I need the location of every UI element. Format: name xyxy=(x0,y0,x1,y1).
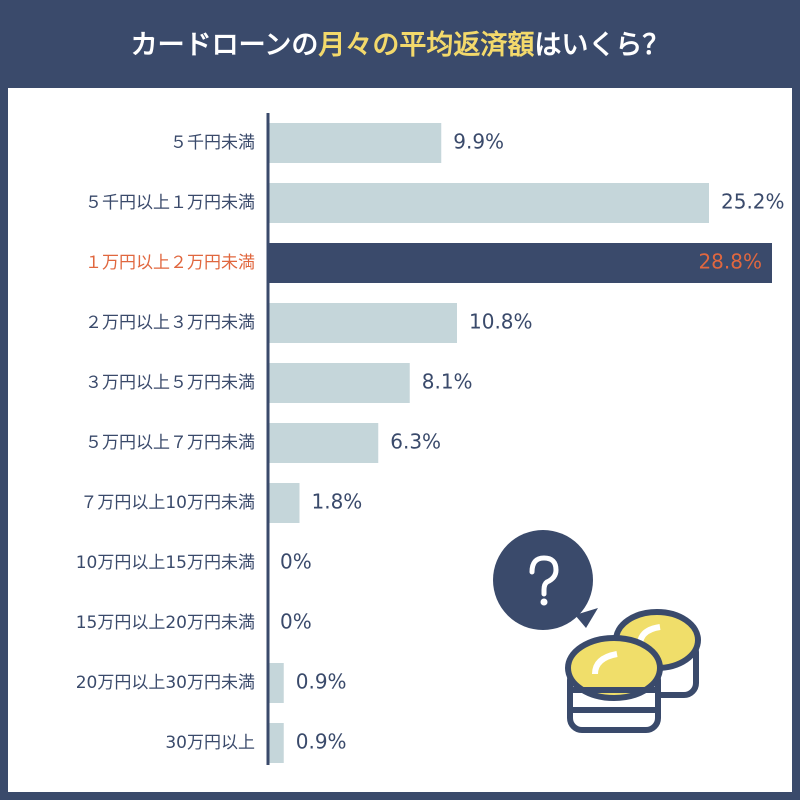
category-label: 10万円以上15万円未満 xyxy=(76,553,255,573)
title-part: 月々の平均返済額 xyxy=(317,29,534,61)
speech-bubble xyxy=(493,530,593,630)
bar xyxy=(268,183,709,223)
value-label: 10.8% xyxy=(469,310,533,334)
chart-title: カードローンの月々の平均返済額はいくら？ xyxy=(131,29,670,61)
question-dot xyxy=(540,598,548,606)
question-icon xyxy=(529,555,559,597)
category-label: ７万円以上10万円未満 xyxy=(80,493,255,513)
bars: ５千円未満 9.9% ５千円以上１万円未満 25.2% １万円以上２万円未満 28.8% ２… xyxy=(76,123,785,763)
bar xyxy=(268,423,379,463)
coin-shine xyxy=(592,651,618,675)
category-label: ５万円以上７万円未満 xyxy=(85,433,255,453)
bar xyxy=(268,363,410,403)
category-label: ２万円以上３万円未満 xyxy=(85,313,255,333)
category-label: 30万円以上 xyxy=(165,733,255,753)
value-label: 6.3% xyxy=(390,430,441,454)
coin xyxy=(565,635,663,701)
bar xyxy=(268,663,284,703)
title-part: カードローンの xyxy=(131,30,319,61)
title-part: はいくら？ xyxy=(534,30,669,61)
category-label: 15万円以上20万円未満 xyxy=(76,613,255,633)
category-label: 20万円以上30万円未満 xyxy=(76,673,255,693)
category-label: ５千円未満 xyxy=(170,133,255,153)
value-label: 9.9% xyxy=(453,130,504,154)
value-label: 0.9% xyxy=(296,670,347,694)
value-label: 0.9% xyxy=(296,730,347,754)
category-label: １万円以上２万円未満 xyxy=(85,253,255,273)
category-label: ３万円以上５万円未満 xyxy=(85,373,255,393)
bar xyxy=(268,243,772,283)
category-label: ５千円以上１万円未満 xyxy=(85,193,255,213)
bar xyxy=(268,123,442,163)
illustration xyxy=(493,530,701,733)
bubble-tail xyxy=(575,608,598,628)
value-label: 25.2% xyxy=(721,190,785,214)
value-label: 28.8% xyxy=(698,250,762,274)
value-label: 8.1% xyxy=(422,370,473,394)
bar xyxy=(268,483,300,523)
bar xyxy=(268,303,457,343)
value-label: 0% xyxy=(280,550,312,574)
value-label: 1.8% xyxy=(312,490,363,514)
bar xyxy=(268,723,284,763)
value-label: 0% xyxy=(280,610,312,634)
